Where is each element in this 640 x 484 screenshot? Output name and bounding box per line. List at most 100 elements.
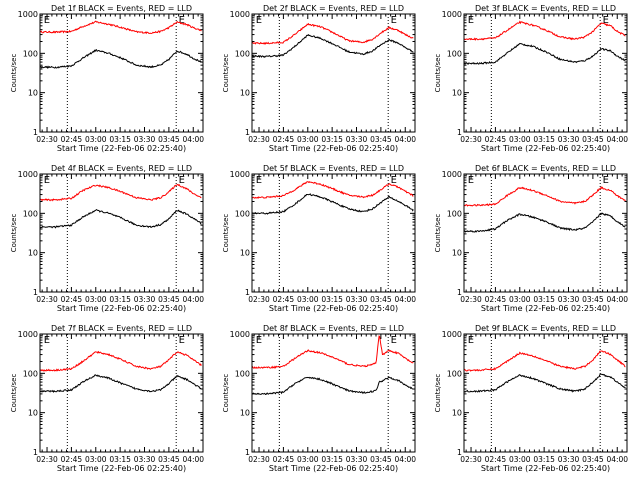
marker-letter: E — [179, 15, 185, 26]
x-tick-label: 03:15 — [533, 455, 555, 464]
y-tick-label: 1 — [457, 288, 462, 297]
x-tick-label: 02:30 — [460, 455, 482, 464]
marker-letter: E — [44, 15, 50, 26]
y-tick-label: 1000 — [18, 330, 38, 339]
y-tick-label: 100 — [447, 49, 462, 58]
x-tick-label: 02:45 — [61, 295, 83, 304]
series-lld — [252, 181, 414, 200]
plot-frame — [463, 13, 628, 133]
y-tick-label: 1 — [245, 288, 250, 297]
y-axis-label: Counts/sec — [10, 374, 18, 413]
series-events — [40, 374, 202, 393]
x-tick-label: 03:30 — [346, 295, 368, 304]
x-tick-label: 03:00 — [509, 295, 531, 304]
x-tick-label: 04:00 — [182, 455, 204, 464]
marker-letter: E — [44, 175, 50, 186]
y-tick-label: 10 — [28, 249, 38, 258]
x-tick-label: 02:30 — [36, 295, 58, 304]
x-tick-label: 03:45 — [582, 295, 604, 304]
series-events — [464, 42, 626, 66]
marker-letter: E — [391, 15, 397, 26]
x-tick-label: 03:00 — [297, 135, 319, 144]
plot-frame — [251, 173, 416, 293]
y-tick-label: 1 — [457, 448, 462, 457]
x-tick-label: 03:30 — [134, 455, 156, 464]
x-tick-label: 02:45 — [485, 295, 507, 304]
y-tick-label: 100 — [235, 49, 250, 58]
x-axis-label: Start Time (22-Feb-06 02:25:40) — [269, 304, 398, 313]
x-tick-label: 03:30 — [346, 135, 368, 144]
x-tick-label: 02:30 — [460, 135, 482, 144]
marker-letter: E — [468, 335, 474, 346]
series-events — [464, 373, 626, 393]
marker-letter: E — [256, 335, 262, 346]
panel-title: Det 2f BLACK = Events, RED = LLD — [263, 4, 404, 13]
series-events — [252, 34, 414, 58]
marker-letter: E — [603, 15, 609, 26]
x-tick-label: 02:30 — [36, 455, 58, 464]
x-tick-label: 03:00 — [509, 455, 531, 464]
panel-title: Det 3f BLACK = Events, RED = LLD — [475, 4, 616, 13]
y-tick-label: 1000 — [230, 330, 250, 339]
panel-title: Det 1f BLACK = Events, RED = LLD — [51, 4, 192, 13]
x-axis-label: Start Time (22-Feb-06 02:25:40) — [481, 464, 610, 473]
y-tick-label: 100 — [447, 369, 462, 378]
marker-letter: E — [256, 175, 262, 186]
y-tick-label: 100 — [235, 369, 250, 378]
marker-letter: E — [391, 175, 397, 186]
y-tick-label: 1000 — [18, 170, 38, 179]
x-tick-label: 03:00 — [85, 135, 107, 144]
y-axis-label: Counts/sec — [434, 214, 442, 253]
panel-data — [40, 183, 202, 229]
x-axis-label: Start Time (22-Feb-06 02:25:40) — [269, 144, 398, 153]
y-axis-label: Counts/sec — [222, 54, 230, 93]
series-lld — [464, 350, 626, 372]
panel-data — [464, 350, 626, 393]
series-lld — [40, 350, 202, 372]
y-tick-label: 1000 — [230, 10, 250, 19]
series-lld — [252, 335, 414, 369]
y-tick-label: 10 — [28, 409, 38, 418]
x-tick-label: 03:30 — [134, 295, 156, 304]
y-tick-label: 1 — [245, 448, 250, 457]
series-lld — [464, 185, 626, 207]
x-tick-label: 02:30 — [248, 135, 270, 144]
x-tick-label: 03:00 — [297, 295, 319, 304]
y-tick-label: 1 — [33, 288, 38, 297]
x-tick-label: 03:45 — [582, 455, 604, 464]
y-tick-label: 1000 — [442, 330, 462, 339]
plot-frame — [463, 333, 628, 453]
series-events — [40, 209, 202, 229]
x-tick-label: 03:15 — [109, 455, 131, 464]
y-tick-label: 1000 — [442, 170, 462, 179]
y-tick-label: 10 — [452, 89, 462, 98]
x-tick-label: 03:00 — [509, 135, 531, 144]
y-tick-label: 10 — [240, 89, 250, 98]
y-tick-label: 10 — [452, 249, 462, 258]
x-tick-label: 03:30 — [558, 295, 580, 304]
x-axis-label: Start Time (22-Feb-06 02:25:40) — [57, 464, 186, 473]
y-tick-label: 1 — [33, 448, 38, 457]
y-axis-label: Counts/sec — [434, 374, 442, 413]
y-tick-label: 1 — [33, 128, 38, 137]
panel-data — [252, 181, 414, 215]
x-tick-label: 04:00 — [606, 455, 628, 464]
marker-letter: E — [179, 335, 185, 346]
y-tick-label: 100 — [23, 369, 38, 378]
y-axis-label: Counts/sec — [10, 54, 18, 93]
x-tick-label: 03:45 — [158, 135, 180, 144]
marker-letter: E — [391, 335, 397, 346]
x-axis-label: Start Time (22-Feb-06 02:25:40) — [481, 144, 610, 153]
series-events — [464, 212, 626, 233]
panel-title: Det 5f BLACK = Events, RED = LLD — [263, 164, 404, 173]
x-tick-label: 03:15 — [533, 295, 555, 304]
y-axis-label: Counts/sec — [10, 214, 18, 253]
x-tick-label: 02:30 — [248, 455, 270, 464]
